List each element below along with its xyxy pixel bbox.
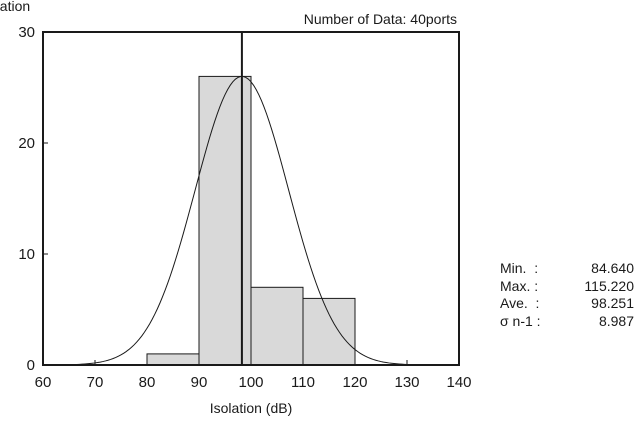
histogram-bar-80-90: [146, 353, 200, 366]
normal-distribution-curve: [53, 76, 439, 366]
text-layer: 60 70 80 90 100 110 120 130 140 0 10 20 30 Isolation …: [0, 0, 472, 416]
x-tick-label-130: 130: [394, 374, 419, 391]
y-tick-label-20: 20: [18, 135, 35, 152]
stat-ave-value: 98.251: [591, 295, 634, 311]
y-tick-label-30: 30: [18, 24, 35, 41]
stat-sigma-row: σ n-1 : 8.987: [500, 313, 634, 331]
stat-ave-row: Ave. : 98.251: [500, 295, 634, 313]
stat-ave-label: Ave. :: [500, 295, 540, 311]
histogram-bar-100-110: [250, 286, 304, 366]
x-tick-label-120: 120: [342, 374, 367, 391]
x-axis-label: Isolation (dB): [210, 400, 292, 416]
stat-sigma-label: σ n-1 :: [500, 312, 541, 329]
x-tick-label-110: 110: [291, 374, 315, 391]
x-tick-label-70: 70: [87, 374, 104, 391]
stat-sigma-value: 8.987: [598, 312, 634, 329]
stat-max-row: Max. : 115.220: [500, 278, 634, 296]
y-tick-label-10: 10: [18, 246, 35, 263]
axes-layer: [42, 31, 460, 366]
histogram-bar-110-120: [302, 297, 356, 366]
stat-max-value: 115.220: [584, 277, 634, 294]
x-tick-label-100: 100: [238, 374, 263, 391]
curve-layer: [53, 32, 439, 366]
x-tick-label-60: 60: [35, 374, 52, 391]
stat-min-row: Min. : 84.640: [500, 260, 634, 278]
data-count-note: Number of Data: 40ports: [304, 11, 457, 27]
x-tick-label-90: 90: [191, 374, 208, 391]
histogram-bar-90-100: [198, 75, 252, 366]
bars-layer: [146, 75, 356, 366]
stat-min-value: 84.640: [591, 260, 634, 276]
stat-max-label: Max. :: [500, 277, 539, 294]
x-tick-label-140: 140: [446, 374, 471, 391]
y-tick-label-0: 0: [27, 357, 35, 374]
x-tick-label-80: 80: [139, 374, 156, 391]
stat-min-label: Min. :: [500, 260, 539, 276]
y-axis-label: Isolation: [0, 0, 30, 14]
statistics-panel: Min. : 84.640 Max. : 115.220 Ave. : 98.2…: [500, 260, 634, 330]
